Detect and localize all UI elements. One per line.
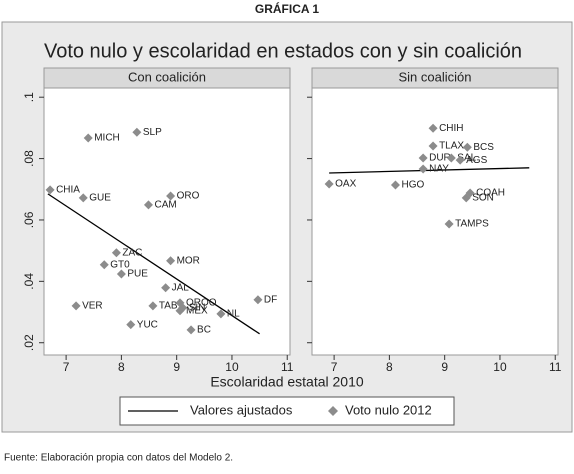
point-label: MOR — [177, 255, 200, 266]
point-label: SLP — [143, 127, 162, 138]
point — [428, 123, 438, 133]
x-tick-label: 10 — [493, 360, 507, 374]
point — [446, 153, 456, 163]
panel-title: Con coalición — [128, 69, 206, 84]
y-tick-label: .04 — [22, 273, 36, 290]
point — [444, 219, 454, 229]
point-label: TLAX — [439, 141, 464, 152]
point-label: NAY — [429, 164, 449, 175]
y-tick-label: .06 — [22, 211, 36, 228]
point — [143, 200, 153, 210]
legend-point-swatch — [328, 406, 338, 416]
panel-title: Sin coalición — [399, 69, 472, 84]
point — [116, 269, 126, 279]
legend-label: Valores ajustados — [190, 402, 293, 417]
y-tick-label: .08 — [22, 150, 36, 167]
point — [455, 155, 465, 165]
x-tick-label: 8 — [118, 360, 125, 374]
plot-area — [43, 87, 291, 356]
point-label: TAB — [159, 301, 178, 312]
point — [216, 309, 226, 319]
point — [418, 164, 428, 174]
point-label: MICH — [94, 133, 120, 144]
point — [126, 320, 136, 330]
point — [71, 301, 81, 311]
point — [45, 185, 55, 195]
point-label: GT0 — [110, 259, 130, 270]
point — [175, 306, 185, 316]
fit-line — [47, 193, 260, 335]
point-label: AGS — [466, 155, 487, 166]
point — [148, 301, 158, 311]
point-label: CAM — [154, 200, 176, 211]
point-label: CHIH — [439, 123, 463, 134]
x-tick-label: 9 — [441, 360, 448, 374]
point — [111, 248, 121, 258]
point — [462, 142, 472, 152]
point-label: NL — [227, 309, 240, 320]
point-label: PUE — [127, 269, 148, 280]
point — [78, 193, 88, 203]
chart-title: Voto nulo y escolaridad en estados con y… — [44, 40, 522, 62]
x-tick-label: 7 — [63, 360, 70, 374]
point — [390, 180, 400, 190]
point — [161, 283, 171, 293]
point — [186, 325, 196, 335]
point-label: SON — [472, 193, 494, 204]
fit-line — [329, 167, 530, 174]
header: GRÁFICA 1 — [255, 1, 320, 16]
point — [99, 260, 109, 270]
point-label: VER — [82, 301, 103, 312]
point — [461, 193, 471, 203]
point-label: JAL — [172, 282, 190, 293]
x-tick-label: 8 — [386, 360, 393, 374]
y-tick-label: .02 — [22, 334, 36, 351]
source-note: Fuente: Elaboración propia con datos del… — [4, 453, 233, 464]
point-label: CHIA — [56, 185, 80, 196]
point-label: GUE — [89, 193, 111, 204]
point-label: SAL — [457, 153, 476, 164]
point-label: DUR — [429, 153, 451, 164]
legend-label: Voto nulo 2012 — [345, 402, 432, 417]
point-label: OAX — [335, 179, 356, 190]
point-label: HGO — [401, 180, 424, 191]
x-tick-label: 7 — [331, 360, 338, 374]
x-tick-label: 9 — [173, 360, 180, 374]
point-label: COAH — [476, 188, 505, 199]
point-label: SIN — [189, 302, 206, 313]
plot-area — [311, 87, 559, 356]
point — [83, 133, 93, 143]
point — [253, 295, 263, 305]
point-label: ORO — [177, 191, 200, 202]
point — [418, 153, 428, 163]
point — [428, 141, 438, 151]
point-label: DF — [264, 294, 277, 305]
point-label: MEX — [186, 305, 208, 316]
point-label: YUC — [137, 319, 158, 330]
point-label: BCS — [473, 142, 494, 153]
point — [166, 256, 176, 266]
x-tick-label: 11 — [281, 360, 294, 374]
x-tick-label: 10 — [225, 360, 239, 374]
point-label: ZAC — [122, 247, 142, 258]
point — [132, 127, 142, 137]
x-tick-label: 11 — [549, 360, 562, 374]
y-tick-label: .1 — [22, 92, 36, 102]
x-axis-label: Escolaridad estatal 2010 — [210, 374, 364, 390]
point — [166, 191, 176, 201]
point-label: QROO — [186, 297, 217, 308]
point-label: TAMPS — [455, 219, 489, 230]
point — [324, 179, 334, 189]
point-label: BC — [197, 324, 211, 335]
